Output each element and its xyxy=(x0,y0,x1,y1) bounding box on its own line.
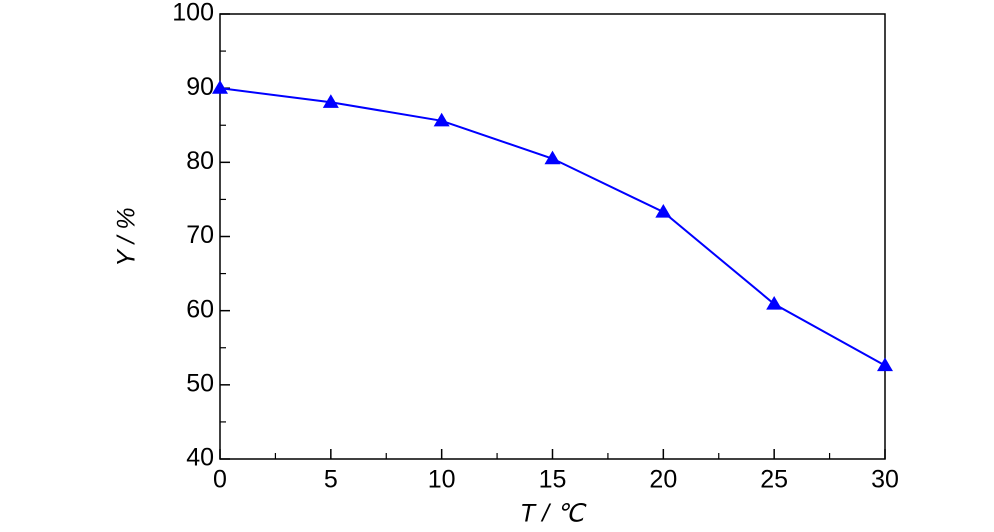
x-axis-label: T / ℃ xyxy=(520,500,587,528)
y-tick-label: 70 xyxy=(186,221,214,249)
data-point xyxy=(544,150,561,165)
plot-frame xyxy=(219,13,886,460)
data-point xyxy=(322,94,339,108)
y-tick-label: 60 xyxy=(186,295,214,323)
series-line xyxy=(219,87,886,367)
x-tick-label: 25 xyxy=(760,466,788,494)
y-tick-label: 90 xyxy=(186,73,214,101)
x-tick-label: 10 xyxy=(428,466,456,494)
x-tick-label: 0 xyxy=(213,466,227,494)
x-tick-label: 15 xyxy=(539,466,567,494)
y-axis-label: Y / % xyxy=(113,207,141,266)
data-point xyxy=(655,204,672,218)
data-point xyxy=(877,357,893,372)
y-tick-label: 50 xyxy=(186,369,214,397)
data-point xyxy=(212,80,228,94)
data-point xyxy=(433,112,450,127)
x-tick-label: 20 xyxy=(649,466,677,494)
x-tick-label: 30 xyxy=(871,466,899,494)
x-tick-label: 5 xyxy=(324,466,338,494)
data-point xyxy=(766,295,783,310)
y-tick-label: 80 xyxy=(186,147,214,175)
y-tick-label: 40 xyxy=(186,444,214,472)
y-tick-label: 100 xyxy=(172,0,214,27)
